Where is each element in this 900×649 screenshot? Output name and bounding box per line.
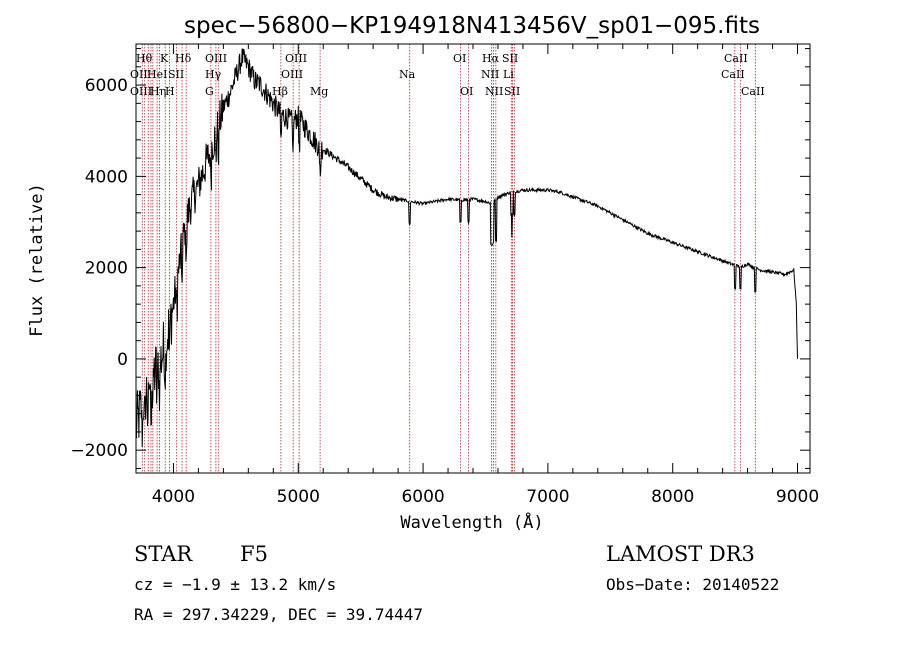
line-label: NII [485,85,503,98]
line-label: Mg [310,85,328,98]
y-tick-label: 2000 [85,259,128,279]
line-label: SII [504,85,520,98]
line-label: CaII [724,52,748,65]
survey-name: LAMOST DR3 [606,542,755,566]
line-label: SII [168,68,184,81]
y-axis-label: Flux (relative) [27,183,47,337]
line-label: Na [399,68,416,81]
line-label: SII [502,52,518,65]
y-tick-label: 4000 [85,167,128,187]
coordinates: RA = 297.34229, DEC = 39.74447 [134,605,423,624]
spectrum-series-line [136,48,798,448]
line-label: OII [130,68,148,81]
line-label: Hβ [272,85,288,98]
y-tick-label: 6000 [85,76,128,96]
chart-title: spec−56800−KP194918N413456V_sp01−095.fit… [184,13,760,39]
y-tick-label: 0 [117,350,128,370]
x-tick-label: 5000 [277,487,320,507]
line-label: Li [503,68,514,81]
x-tick-label: 4000 [152,487,195,507]
y-tick-label: −2000 [70,441,128,461]
line-label: Hδ [175,52,192,65]
x-axis-label: Wavelength (Å) [400,511,543,533]
axis-ticks: 4000 5000 6000 7000 8000 9000 −2000 0 2000 4000 60… [70,44,819,507]
line-label: Hθ [136,52,153,65]
object-subclass: F5 [240,542,268,566]
line-label: OIII [285,52,307,65]
series-layer [136,48,798,448]
line-label: NII [481,68,499,81]
line-label: CaII [741,85,765,98]
x-tick-label: 8000 [651,487,694,507]
line-label: OIII [281,68,303,81]
redshift-cz: cz = −1.9 ± 13.2 km/s [134,575,336,594]
line-label: G [205,85,214,98]
line-label: H [165,85,175,98]
line-label: OI [453,52,466,65]
x-tick-label: 9000 [776,487,819,507]
x-tick-label: 7000 [526,487,569,507]
line-label: HeI [147,68,167,81]
line-label: OIII [130,85,152,98]
object-class: STAR [134,542,193,566]
line-label: OI [460,85,473,98]
line-label: Hη [150,85,166,98]
x-tick-label: 6000 [401,487,444,507]
observation-date: Obs−Date: 20140522 [606,575,779,594]
spectral-line-labels: Hθ OII OIII Hη K HeI H Hδ SII OIII Hγ G … [130,52,765,98]
plot-frame [135,43,811,474]
line-label: CaII [721,68,745,81]
line-label: Hα [482,52,500,65]
line-label: Hγ [205,68,222,81]
line-label: OIII [205,52,227,65]
line-label: K [160,52,169,65]
absorption-line-markers [141,44,756,473]
